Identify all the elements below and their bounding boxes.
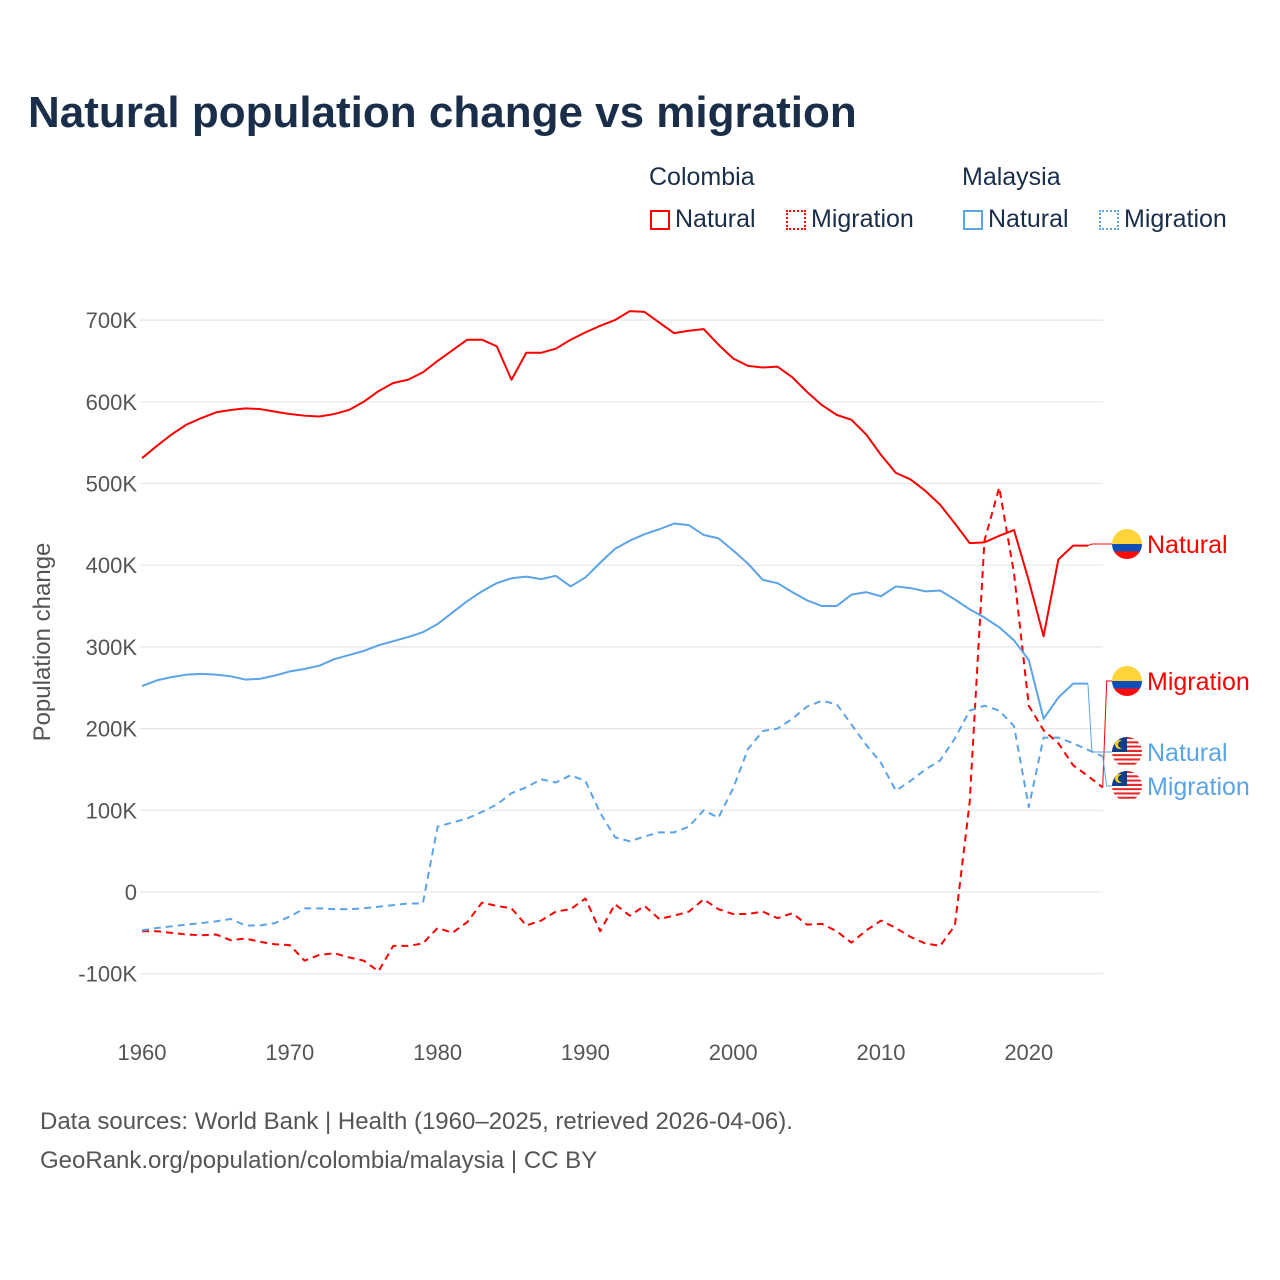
x-tick-label: 2020 — [1004, 1040, 1053, 1065]
legend-label: Natural — [675, 205, 756, 233]
label-connector — [1102, 756, 1112, 787]
legend-swatch-solid — [963, 209, 983, 230]
colombia-flag-icon — [1112, 529, 1142, 559]
series-line-malaysia-natural — [141, 522, 1088, 720]
series-end-label: Migration — [1147, 773, 1250, 801]
legend-malaysia-migration[interactable]: Migration — [1099, 205, 1227, 234]
y-tick-label: 300K — [86, 635, 138, 660]
label-connector — [1087, 543, 1112, 547]
y-tick-label: 500K — [86, 472, 138, 497]
legend-swatch-dotted — [786, 209, 806, 230]
y-tick-label: 0 — [125, 880, 137, 905]
series-line-colombia-migration — [142, 486, 1104, 973]
legend-colombia-natural[interactable]: Natural — [650, 205, 756, 234]
legend-label: Migration — [1124, 205, 1227, 233]
x-tick-label: 2010 — [857, 1040, 906, 1065]
label-connector — [1087, 683, 1112, 753]
series-line-malaysia-migration — [141, 699, 1104, 932]
legend-group-colombia: Colombia — [649, 163, 755, 191]
y-tick-label: 400K — [86, 553, 138, 578]
footer-link[interactable]: GeoRank.org/population/colombia/malaysia… — [40, 1147, 598, 1174]
legend-label: Migration — [811, 205, 914, 233]
legend-group-malaysia: Malaysia — [962, 163, 1061, 191]
y-tick-label: 700K — [86, 308, 138, 333]
series-end-label: Natural — [1147, 739, 1228, 767]
x-tick-label: 1990 — [561, 1040, 610, 1065]
y-tick-label: 600K — [86, 390, 138, 415]
colombia-flag-icon — [1112, 666, 1142, 696]
series-end-label: Natural — [1147, 531, 1228, 559]
chart-title: Natural population change vs migration — [28, 88, 857, 137]
label-connector — [1102, 680, 1112, 788]
x-tick-label: 1980 — [413, 1040, 462, 1065]
x-tick-label: 1960 — [118, 1040, 167, 1065]
y-axis-label: Population change — [29, 543, 56, 742]
legend-malaysia-natural[interactable]: Natural — [963, 205, 1069, 234]
y-tick-label: 200K — [86, 717, 138, 742]
malaysia-flag-icon — [1112, 737, 1142, 767]
legend-swatch-solid — [650, 209, 670, 230]
malaysia-flag-icon — [1112, 771, 1142, 801]
footer-source: Data sources: World Bank | Health (1960–… — [40, 1108, 793, 1135]
x-tick-label: 2000 — [709, 1040, 758, 1065]
series-line-colombia-natural — [141, 310, 1088, 638]
y-tick-label: -100K — [78, 962, 137, 987]
legend-label: Natural — [988, 205, 1069, 233]
y-tick-label: 100K — [86, 798, 138, 823]
legend-colombia-migration[interactable]: Migration — [786, 205, 914, 234]
series-end-label: Migration — [1147, 668, 1250, 696]
x-tick-label: 1970 — [265, 1040, 314, 1065]
legend-swatch-dotted — [1099, 209, 1119, 230]
